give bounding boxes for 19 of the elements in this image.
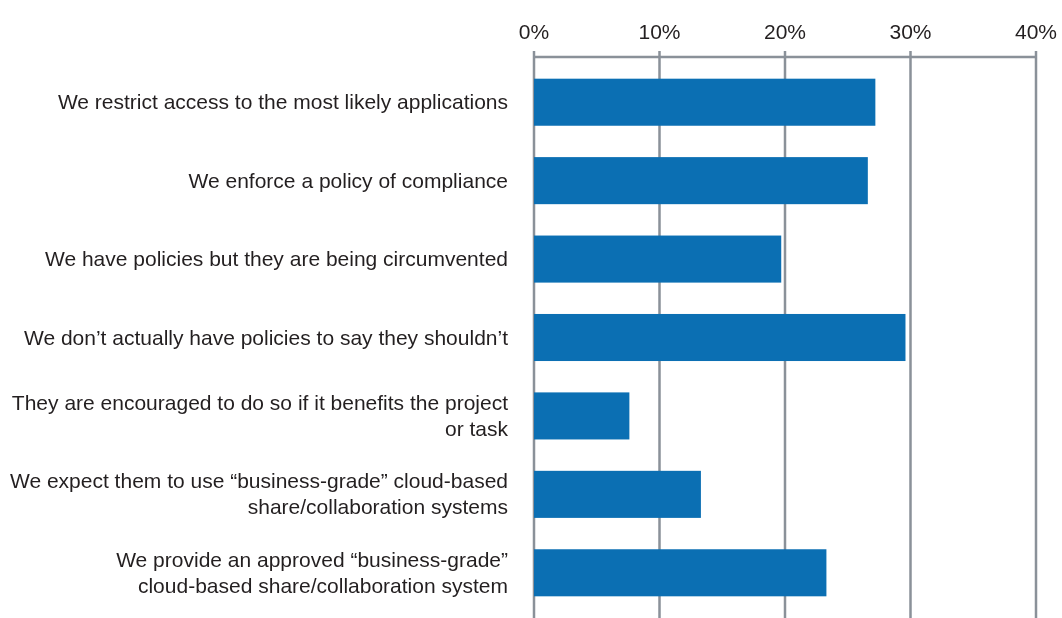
bar	[534, 392, 630, 440]
y-tick-label: We enforce a policy of compliance	[188, 168, 508, 192]
bar	[534, 78, 876, 126]
bar	[534, 313, 906, 362]
y-tick-label: We provide an approved “business-grade” cloud-based share/collaboration system	[116, 547, 508, 597]
y-tick-label: We restrict access to the most likely applications	[57, 90, 508, 114]
bar	[534, 235, 782, 283]
x-tick-label: 0%	[518, 20, 550, 43]
x-tick-label: 20%	[763, 20, 807, 43]
bar	[534, 549, 827, 597]
y-tick-label: They are encouraged to do so if it benefits the project or task	[11, 390, 509, 440]
bar	[534, 470, 701, 518]
x-tick-label: 30%	[889, 20, 932, 43]
bar	[534, 157, 868, 205]
y-tick-label: We don’t actually have policies to say they shouldn’t	[23, 325, 509, 349]
y-tick-label: We have policies but they are being circumvented	[44, 247, 508, 271]
x-tick-label: 10%	[638, 20, 681, 43]
x-tick-label: 40%	[1014, 20, 1058, 43]
y-tick-label: We expect them to use “business-grade” cloud-based share/collaboration systems	[9, 469, 508, 519]
